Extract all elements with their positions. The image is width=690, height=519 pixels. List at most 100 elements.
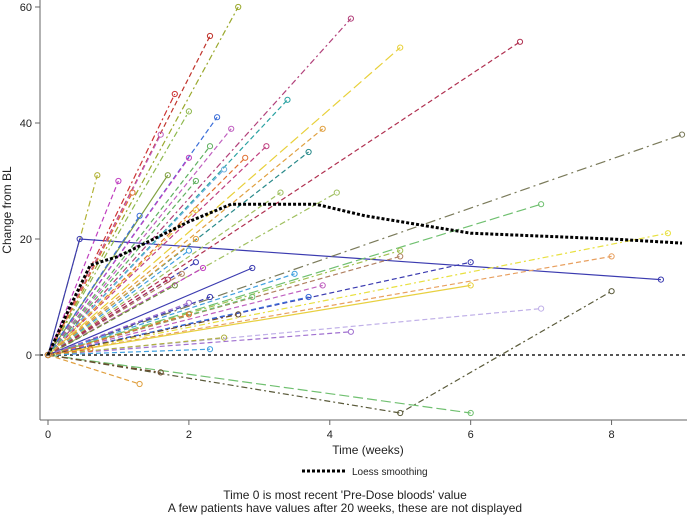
data-point [319, 282, 326, 289]
series-line [47, 209, 197, 356]
data-point [171, 282, 178, 289]
data-point [115, 177, 122, 185]
series-line [47, 331, 351, 356]
data-point [538, 201, 545, 208]
series-line [47, 273, 295, 356]
series-line [47, 180, 197, 356]
series-line [47, 284, 176, 356]
x-tick-label: 6 [468, 429, 474, 441]
data-point [87, 346, 94, 353]
y-tick-label: 0 [26, 350, 32, 362]
data-point [136, 380, 143, 388]
series-line [47, 18, 352, 356]
data-point [235, 3, 242, 11]
series-line [47, 261, 197, 356]
data-point [185, 247, 192, 254]
series-line [47, 354, 471, 414]
series-line [47, 134, 683, 356]
data-point [192, 235, 199, 243]
series-line [47, 203, 542, 356]
data-point [608, 288, 615, 295]
data-point [397, 409, 404, 417]
series-line [47, 128, 232, 356]
data-point [347, 15, 354, 22]
x-tick-label: 2 [186, 429, 192, 441]
series-line [47, 255, 612, 356]
series-line [47, 145, 267, 356]
series-layer [40, 6, 687, 414]
series-line [47, 354, 140, 385]
x-tick-label: 4 [327, 429, 333, 441]
footnote-1: Time 0 is most recent 'Pre-Dose bloods' … [223, 488, 467, 502]
series-line [47, 238, 197, 356]
loess-smoothing-line [46, 202, 683, 356]
data-point [467, 259, 474, 266]
data-point [221, 166, 228, 173]
series-line [47, 47, 401, 356]
series-line [47, 128, 324, 356]
data-point [284, 96, 291, 103]
data-point [157, 369, 164, 376]
data-point [397, 253, 404, 260]
data-point [228, 125, 235, 132]
series-line [47, 93, 176, 356]
series-line [47, 232, 669, 356]
footnote-2: A few patients have values after 20 week… [167, 501, 523, 515]
data-point [305, 148, 312, 156]
legend-label: Loess smoothing [352, 467, 428, 478]
data-point [678, 131, 686, 138]
data-point [94, 172, 101, 179]
data-point [206, 293, 214, 301]
data-point [171, 90, 178, 98]
series-line [47, 348, 91, 356]
series-line [47, 168, 225, 356]
data-point [214, 114, 221, 121]
data-point [467, 409, 474, 417]
data-point [192, 206, 199, 214]
data-point [192, 259, 199, 266]
data-point [249, 293, 256, 301]
series-line [47, 41, 521, 356]
data-point [333, 189, 340, 196]
series-line [47, 284, 323, 356]
series-line [47, 313, 190, 356]
series-line [47, 6, 239, 356]
data-point [221, 334, 228, 341]
x-axis-label: Time (weeks) [332, 443, 404, 457]
data-point [129, 189, 136, 196]
x-tick-label: 0 [45, 429, 51, 441]
series-line [47, 250, 190, 356]
series-line [47, 111, 190, 356]
series-line [47, 151, 309, 356]
data-point [185, 311, 192, 318]
series-line [47, 157, 190, 356]
series-line [47, 215, 141, 356]
series-line [47, 192, 281, 356]
data-point [206, 32, 214, 40]
data-point [206, 346, 214, 353]
y-tick-label: 60 [20, 2, 32, 14]
data-point [397, 247, 404, 254]
series-line [47, 180, 119, 356]
y-tick-label: 20 [20, 234, 32, 246]
series-line [47, 267, 204, 356]
data-point [516, 38, 524, 45]
data-point [185, 108, 192, 115]
data-point [76, 235, 83, 243]
y-axis-label: Change from BL [0, 166, 14, 254]
series-line [47, 290, 612, 414]
y-tick-label: 40 [20, 118, 32, 130]
data-point [157, 131, 164, 138]
series-line [47, 267, 253, 356]
data-point [608, 253, 615, 260]
data-point [347, 328, 354, 335]
data-point [305, 293, 312, 301]
data-point [319, 125, 326, 132]
data-point [164, 172, 171, 179]
smoothing-layer [46, 202, 683, 356]
data-point [538, 305, 545, 312]
data-point [235, 311, 242, 318]
legend: Loess smoothing [302, 467, 428, 478]
data-point [242, 154, 249, 161]
